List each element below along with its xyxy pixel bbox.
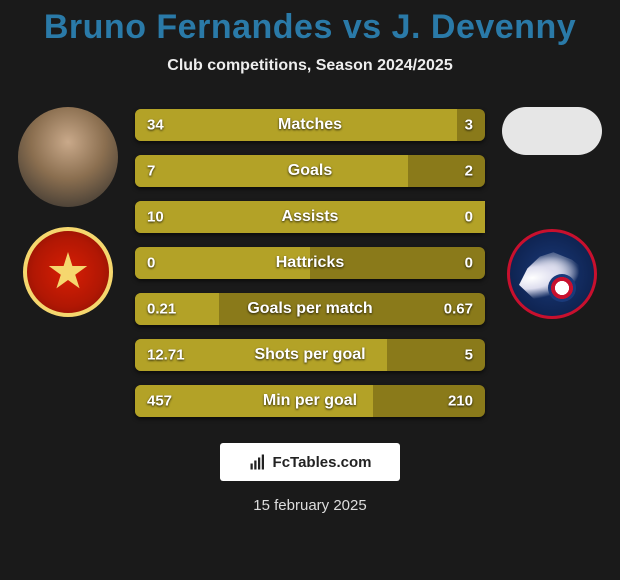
vs-separator: vs [343, 8, 382, 46]
stat-row: 12.71 Shots per goal 5 [135, 339, 485, 371]
stat-label: Goals [288, 162, 332, 180]
page-title: Bruno Fernandes vs J. Devenny [0, 8, 620, 47]
stat-right-value: 5 [465, 347, 473, 364]
player2-club-crest [507, 229, 597, 319]
stats-column: 34Matches37Goals210Assists00Hattricks00.… [135, 103, 485, 417]
stat-left-value: 7 [147, 163, 155, 180]
player2-name: J. Devenny [392, 8, 577, 46]
player2-avatar-blank [502, 107, 602, 155]
stat-row: 34 Matches 3 [135, 109, 485, 141]
stat-left-value: 0.21 [147, 301, 176, 318]
stat-label: Goals per match [247, 300, 372, 318]
stat-right-value: 210 [448, 393, 473, 410]
stat-left-value: 457 [147, 393, 172, 410]
stat-row: 457 Min per goal 210 [135, 385, 485, 417]
stat-left-value: 12.71 [147, 347, 185, 364]
branding-text: FcTables.com [273, 454, 372, 471]
stat-right-value: 0.67 [444, 301, 473, 318]
subtitle: Club competitions, Season 2024/2025 [0, 57, 620, 75]
stat-row-fill [135, 155, 408, 187]
stat-label: Shots per goal [254, 346, 365, 364]
right-side [497, 103, 607, 319]
stat-label: Matches [278, 116, 342, 134]
stat-label: Min per goal [263, 392, 357, 410]
stat-left-value: 34 [147, 117, 164, 134]
left-side [13, 103, 123, 317]
stat-row: 7 Goals 2 [135, 155, 485, 187]
date-text: 15 february 2025 [0, 497, 620, 514]
stat-right-value: 2 [465, 163, 473, 180]
stat-row: 0.21 Goals per match 0.67 [135, 293, 485, 325]
stat-row: 0 Hattricks 0 [135, 247, 485, 279]
player1-avatar [18, 107, 118, 207]
stat-right-value: 0 [465, 209, 473, 226]
stat-label: Hattricks [276, 254, 344, 272]
stat-label: Assists [282, 208, 339, 226]
player1-club-crest [23, 227, 113, 317]
stat-row: 10 Assists 0 [135, 201, 485, 233]
avatar-placeholder [18, 107, 118, 207]
chart-icon [249, 453, 267, 471]
stat-left-value: 10 [147, 209, 164, 226]
stat-right-value: 0 [465, 255, 473, 272]
branding-badge: FcTables.com [220, 443, 400, 481]
stat-left-value: 0 [147, 255, 155, 272]
stat-right-value: 3 [465, 117, 473, 134]
player1-name: Bruno Fernandes [44, 8, 333, 46]
comparison-panel: 34Matches37Goals210Assists00Hattricks00.… [0, 103, 620, 417]
